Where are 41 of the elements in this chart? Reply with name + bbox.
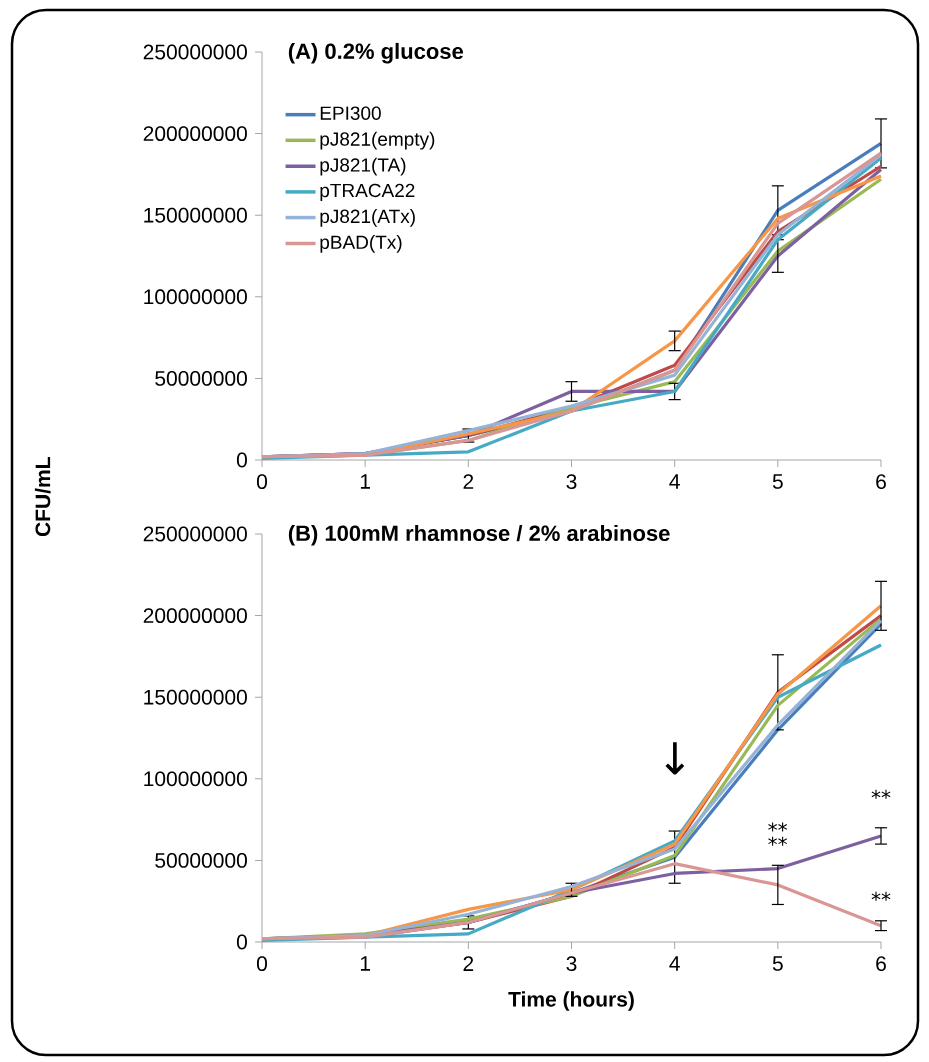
x-tick-label: 2	[463, 474, 474, 489]
y-axis-title: CFU/mL	[34, 457, 51, 537]
annotation: ↓	[665, 742, 685, 775]
x-tick-label: 3	[566, 956, 577, 972]
y-tick-label: 50000000	[155, 370, 247, 386]
annotation: **	[768, 836, 788, 846]
x-axis-title: Time (hours)	[508, 991, 634, 1011]
legend-label: pBAD(Tx)	[320, 235, 402, 253]
x-tick-label: 6	[876, 474, 886, 490]
x-tick-label: 4	[669, 956, 680, 971]
x-tick-label: 4	[669, 474, 680, 489]
y-tick-label: 100000000	[144, 771, 247, 787]
y-tick-label: 200000000	[143, 608, 247, 624]
x-tick-label: 0	[256, 956, 268, 972]
legend-label: pTRACA22	[320, 183, 415, 201]
y-tick-label: 150000000	[144, 689, 247, 705]
annotation: **	[871, 891, 891, 901]
legend-label: EPI300	[320, 106, 381, 120]
y-tick-label: 100000000	[144, 289, 247, 305]
y-tick-label: 250000000	[143, 44, 247, 60]
x-tick-label: 1	[360, 956, 370, 971]
chart-title: (B) 100mM rhamnose / 2% arabinose	[288, 524, 670, 546]
y-tick-label: 150000000	[144, 207, 247, 223]
annotation: **	[768, 822, 788, 832]
y-tick-label: 200000000	[143, 126, 247, 142]
x-tick-label: 6	[876, 956, 886, 972]
y-tick-label: 0	[236, 934, 247, 950]
legend-label: pJ821(empty)	[320, 131, 435, 150]
annotation: **	[871, 789, 891, 799]
y-tick-label: 250000000	[143, 526, 247, 542]
x-tick-label: 3	[566, 474, 577, 490]
x-tick-label: 1	[360, 474, 370, 489]
x-tick-label: 2	[463, 956, 474, 971]
x-tick-label: 0	[256, 474, 268, 490]
y-tick-label: 0	[236, 452, 247, 468]
x-tick-label: 5	[772, 956, 783, 971]
legend-label: pJ821(ATx)	[320, 209, 415, 227]
y-tick-label: 50000000	[155, 852, 247, 868]
chart-title: (A) 0.2% glucose	[288, 42, 464, 64]
x-tick-label: 5	[772, 474, 783, 489]
legend-label: pJ821(TA)	[320, 157, 406, 176]
